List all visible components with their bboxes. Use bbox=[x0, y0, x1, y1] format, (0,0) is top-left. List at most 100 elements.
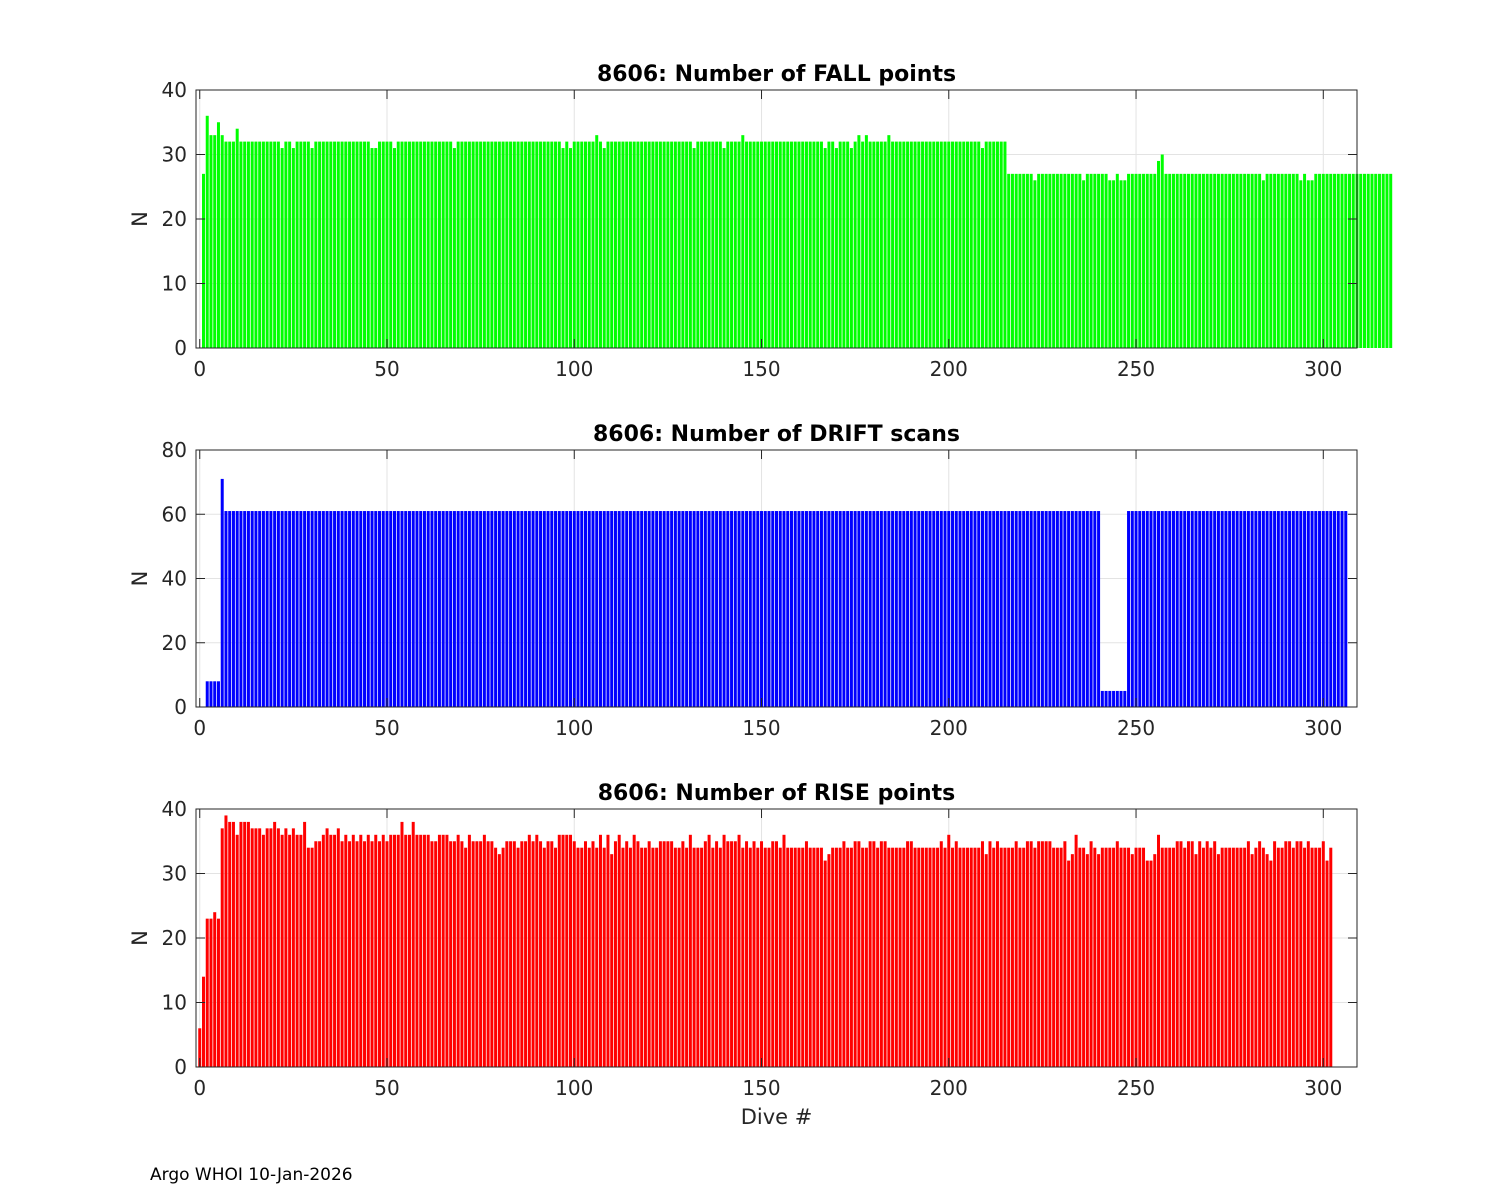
fall-bar-11 bbox=[239, 141, 243, 348]
rise-bar-69 bbox=[456, 834, 460, 1067]
fall-xtick-label-250: 250 bbox=[1117, 357, 1155, 381]
fall-bar-287 bbox=[1273, 173, 1277, 348]
rise-xtick-label-150: 150 bbox=[742, 1076, 780, 1100]
fall-bar-88 bbox=[527, 141, 531, 348]
rise-bar-7 bbox=[224, 815, 228, 1067]
fall-bar-300 bbox=[1321, 173, 1325, 348]
drift-bar-198 bbox=[939, 511, 943, 707]
fall-bar-280 bbox=[1246, 173, 1250, 348]
fall-bar-117 bbox=[636, 141, 640, 348]
drift-bar-300 bbox=[1321, 511, 1325, 707]
rise-bar-251 bbox=[1138, 847, 1142, 1067]
rise-bar-162 bbox=[804, 841, 808, 1067]
drift-bar-284 bbox=[1261, 511, 1265, 707]
rise-bar-297 bbox=[1310, 847, 1314, 1067]
fall-bar-272 bbox=[1216, 173, 1220, 348]
rise-bar-225 bbox=[1040, 841, 1044, 1067]
drift-bar-243 bbox=[1108, 690, 1112, 707]
rise-bar-50 bbox=[385, 841, 389, 1067]
rise-bar-246 bbox=[1119, 847, 1123, 1067]
drift-bar-251 bbox=[1138, 511, 1142, 707]
rise-bar-148 bbox=[752, 841, 756, 1067]
rise-bar-224 bbox=[1037, 841, 1041, 1067]
drift-bar-242 bbox=[1104, 690, 1108, 707]
drift-bar-15 bbox=[254, 511, 258, 707]
drift-bar-206 bbox=[969, 511, 973, 707]
drift-bar-122 bbox=[655, 511, 659, 707]
fall-bar-38 bbox=[340, 141, 344, 348]
rise-bar-245 bbox=[1115, 841, 1119, 1067]
drift-bar-20 bbox=[273, 511, 277, 707]
drift-bar-213 bbox=[995, 511, 999, 707]
fall-bar-133 bbox=[696, 141, 700, 348]
drift-chart-title: 8606: Number of DRIFT scans bbox=[593, 422, 960, 447]
fall-xtick-label-150: 150 bbox=[742, 357, 780, 381]
rise-bar-18 bbox=[265, 828, 269, 1067]
fall-bar-239 bbox=[1093, 173, 1097, 348]
rise-bar-82 bbox=[505, 841, 509, 1067]
drift-bar-153 bbox=[771, 511, 775, 707]
rise-bar-46 bbox=[370, 841, 374, 1067]
drift-bar-12 bbox=[243, 511, 247, 707]
fall-bar-34 bbox=[325, 141, 329, 348]
drift-bar-31 bbox=[314, 511, 318, 707]
drift-bar-182 bbox=[879, 511, 883, 707]
fall-bar-269 bbox=[1205, 173, 1209, 348]
rise-bar-232 bbox=[1067, 860, 1071, 1067]
fall-bar-113 bbox=[621, 141, 625, 348]
drift-bar-84 bbox=[512, 511, 516, 707]
rise-bar-64 bbox=[437, 834, 441, 1067]
fall-bar-131 bbox=[688, 141, 692, 348]
drift-bar-236 bbox=[1082, 511, 1086, 707]
rise-bar-175 bbox=[853, 841, 857, 1067]
fall-bar-68 bbox=[452, 148, 456, 348]
rise-bar-118 bbox=[640, 847, 644, 1067]
drift-bar-241 bbox=[1100, 690, 1104, 707]
fall-bar-3 bbox=[209, 135, 213, 348]
fall-bar-295 bbox=[1303, 173, 1307, 348]
drift-bar-191 bbox=[913, 511, 917, 707]
fall-bar-49 bbox=[381, 141, 385, 348]
drift-bar-26 bbox=[295, 511, 299, 707]
fall-bar-271 bbox=[1213, 173, 1217, 348]
drift-bar-117 bbox=[636, 511, 640, 707]
fall-bar-87 bbox=[524, 141, 528, 348]
rise-bar-151 bbox=[763, 847, 767, 1067]
fall-bar-81 bbox=[501, 141, 505, 348]
drift-xtick-label-0: 0 bbox=[193, 716, 206, 740]
fall-bar-7 bbox=[224, 141, 228, 348]
fall-bar-141 bbox=[726, 141, 730, 348]
fall-bar-128 bbox=[677, 141, 681, 348]
drift-bar-181 bbox=[876, 511, 880, 707]
rise-bar-262 bbox=[1179, 841, 1183, 1067]
fall-bar-305 bbox=[1340, 173, 1344, 348]
fall-bar-138 bbox=[715, 141, 719, 348]
fall-bar-92 bbox=[542, 141, 546, 348]
rise-bar-237 bbox=[1085, 854, 1089, 1067]
fall-bar-261 bbox=[1175, 173, 1179, 348]
drift-bar-56 bbox=[407, 511, 411, 707]
fall-bar-91 bbox=[539, 141, 543, 348]
drift-bar-57 bbox=[411, 511, 415, 707]
rise-bar-276 bbox=[1231, 847, 1235, 1067]
rise-bar-192 bbox=[917, 847, 921, 1067]
drift-bar-71 bbox=[464, 511, 468, 707]
drift-bar-216 bbox=[1007, 511, 1011, 707]
drift-bar-41 bbox=[351, 511, 355, 707]
fall-bar-25 bbox=[291, 148, 295, 348]
fall-bar-163 bbox=[808, 141, 812, 348]
rise-bar-287 bbox=[1273, 841, 1277, 1067]
drift-bar-106 bbox=[595, 511, 599, 707]
rise-bar-270 bbox=[1209, 847, 1213, 1067]
drift-bar-33 bbox=[321, 511, 325, 707]
rise-bar-267 bbox=[1198, 841, 1202, 1067]
fall-bar-110 bbox=[610, 141, 614, 348]
drift-bar-3 bbox=[209, 681, 213, 707]
drift-bar-60 bbox=[422, 511, 426, 707]
fall-bar-27 bbox=[299, 141, 303, 348]
rise-bar-27 bbox=[299, 834, 303, 1067]
rise-xtick-label-300: 300 bbox=[1304, 1076, 1342, 1100]
fall-bar-246 bbox=[1119, 180, 1123, 348]
rise-bar-98 bbox=[565, 834, 569, 1067]
rise-bar-124 bbox=[662, 841, 666, 1067]
